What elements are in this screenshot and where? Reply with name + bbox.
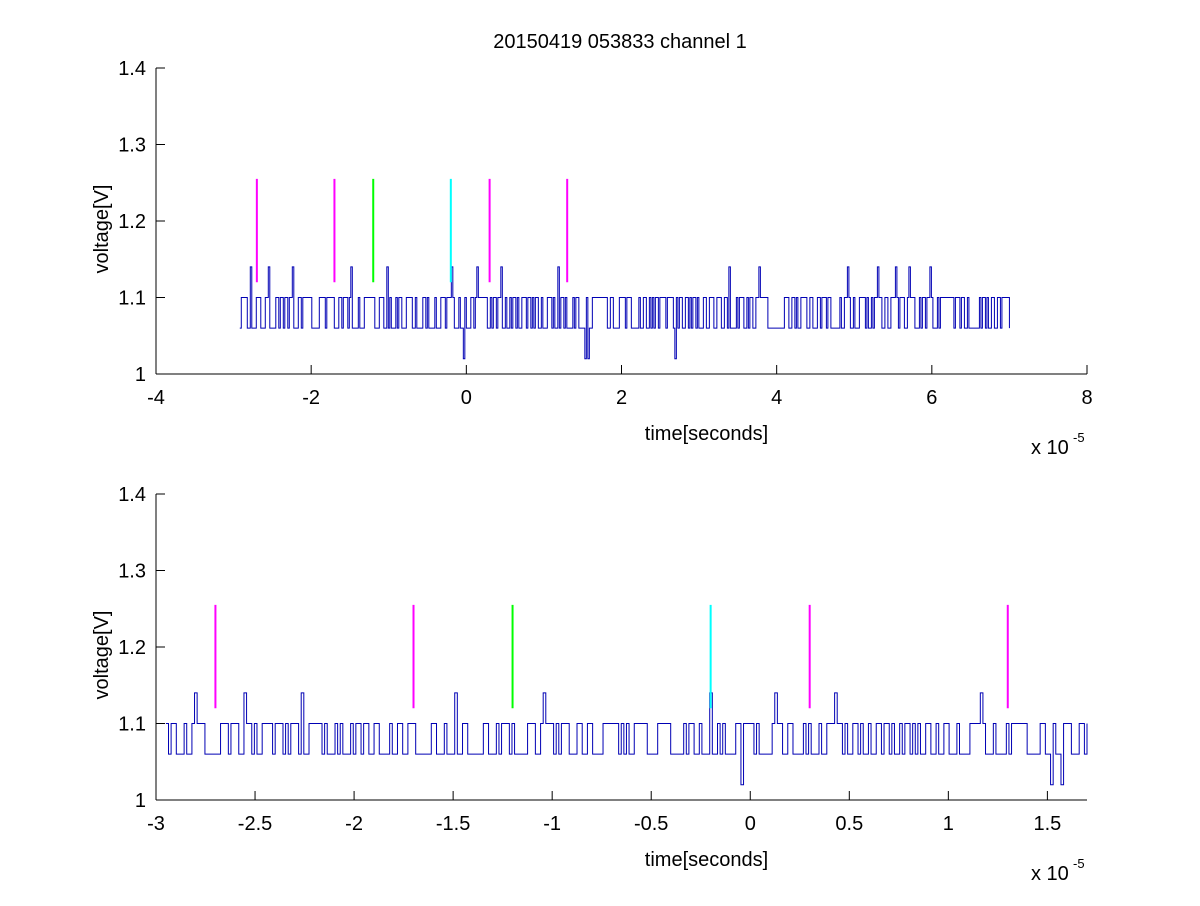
y-axis-label: voltage[V] [91,611,113,700]
figure-title: 20150419 053833 channel 1 [493,31,747,53]
x-tick-label: 2 [616,387,627,409]
x-multiplier-label: x 10 [1031,863,1069,885]
y-tick-label: 1.2 [118,211,146,233]
x-exponent-label: -5 [1073,430,1085,445]
x-tick-label: -0.5 [634,813,668,835]
y-tick-label: 1.4 [118,58,146,80]
x-tick-label: 6 [926,387,937,409]
x-tick-label: -1.5 [436,813,470,835]
x-tick-label: -2 [302,387,320,409]
x-multiplier-label: x 10 [1031,437,1069,459]
y-tick-label: 1 [135,364,146,386]
y-tick-label: 1.4 [118,484,146,506]
x-exponent-label: -5 [1073,856,1085,871]
x-tick-label: 0.5 [835,813,863,835]
x-axis-label: time[seconds] [645,423,768,445]
x-tick-label: -3 [147,813,165,835]
x-tick-label: 0 [745,813,756,835]
x-tick-label: 0 [461,387,472,409]
x-tick-label: -2.5 [238,813,272,835]
x-tick-label: -4 [147,387,165,409]
x-tick-label: 4 [771,387,782,409]
top-plot: -4 -2 0 2 4 6 8 1 1.1 1.2 1.3 1.4 time[seconds] volta… [91,58,1093,459]
x-tick-label: -1 [543,813,561,835]
y-tick-label: 1.3 [118,135,146,157]
x-tick-label: -2 [345,813,363,835]
x-axis-label: time[seconds] [645,849,768,871]
voltage-trace [165,692,1088,786]
y-tick-label: 1.1 [118,288,146,310]
y-tick-label: 1.3 [118,561,146,583]
y-tick-label: 1 [135,790,146,812]
voltage-trace [239,266,1010,360]
x-tick-label: 1.5 [1033,813,1061,835]
x-tick-label: 8 [1081,387,1092,409]
y-tick-label: 1.1 [118,714,146,736]
y-tick-label: 1.2 [118,637,146,659]
bottom-plot: -3 -2.5 -2 -1.5 -1 -0.5 0 0.5 1 1.5 1 1.1 1.2 1.3 1.4 t… [91,484,1088,885]
x-tick-label: 1 [943,813,954,835]
y-axis-label: voltage[V] [91,185,113,274]
